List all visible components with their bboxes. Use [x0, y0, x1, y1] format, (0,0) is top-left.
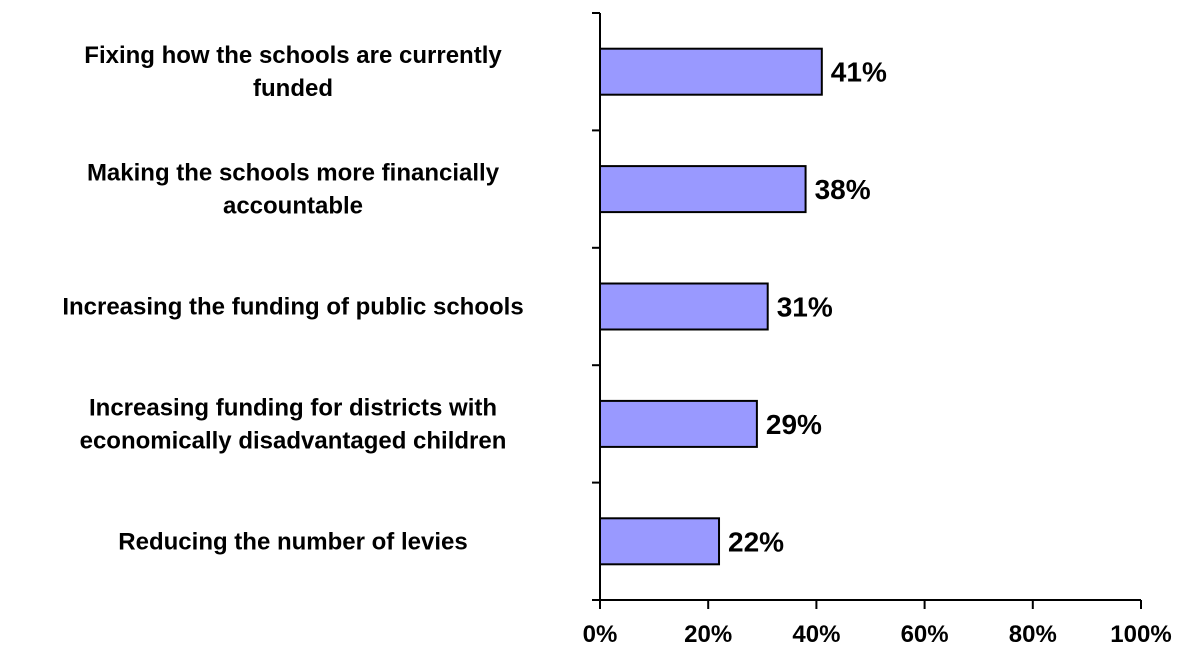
category-label: Fixing how the schools are currently fund…	[84, 42, 502, 102]
bar	[599, 47, 823, 96]
category-label-line: Making the schools more financially	[87, 160, 500, 187]
x-tick-label: 20%	[684, 621, 732, 648]
category-label: Increasing the funding of public schools	[62, 294, 523, 321]
bar-value-label: 41%	[831, 57, 887, 88]
category-labels: Fixing how the schools are currently fund…	[62, 42, 523, 555]
value-labels: 41% 38% 31% 29% 22%	[728, 57, 887, 558]
x-tick-label: 80%	[1009, 621, 1057, 648]
x-tick-label: 100%	[1110, 621, 1171, 648]
bar	[599, 282, 769, 331]
category-label-line: Increasing the funding of public schools	[62, 294, 523, 321]
category-label-line: funded	[253, 75, 333, 102]
bars	[599, 47, 823, 566]
x-tick-label: 40%	[792, 621, 840, 648]
category-label-line: accountable	[223, 193, 363, 220]
x-tick-label: 60%	[901, 621, 949, 648]
bar	[599, 517, 721, 566]
category-label: Reducing the number of levies	[118, 528, 467, 555]
category-label-line: Reducing the number of levies	[118, 528, 467, 555]
x-tick-labels: 0% 20% 40% 60% 80% 100%	[583, 621, 1172, 648]
bar-value-label: 29%	[766, 409, 822, 440]
axis-ticks	[592, 12, 1142, 609]
axes	[599, 13, 1141, 601]
bar-value-label: 31%	[777, 292, 833, 323]
category-label-line: Fixing how the schools are currently	[84, 42, 502, 69]
category-label: Making the schools more financially accou…	[87, 160, 500, 220]
x-tick-label: 0%	[583, 621, 618, 648]
bar	[599, 165, 807, 214]
category-label: Increasing funding for districts with eco…	[80, 394, 507, 454]
category-label-line: economically disadvantaged children	[80, 427, 507, 454]
bar-value-label: 38%	[815, 174, 871, 205]
bar	[599, 399, 758, 448]
category-label-line: Increasing funding for districts with	[89, 394, 497, 421]
bar-value-label: 22%	[728, 526, 784, 557]
